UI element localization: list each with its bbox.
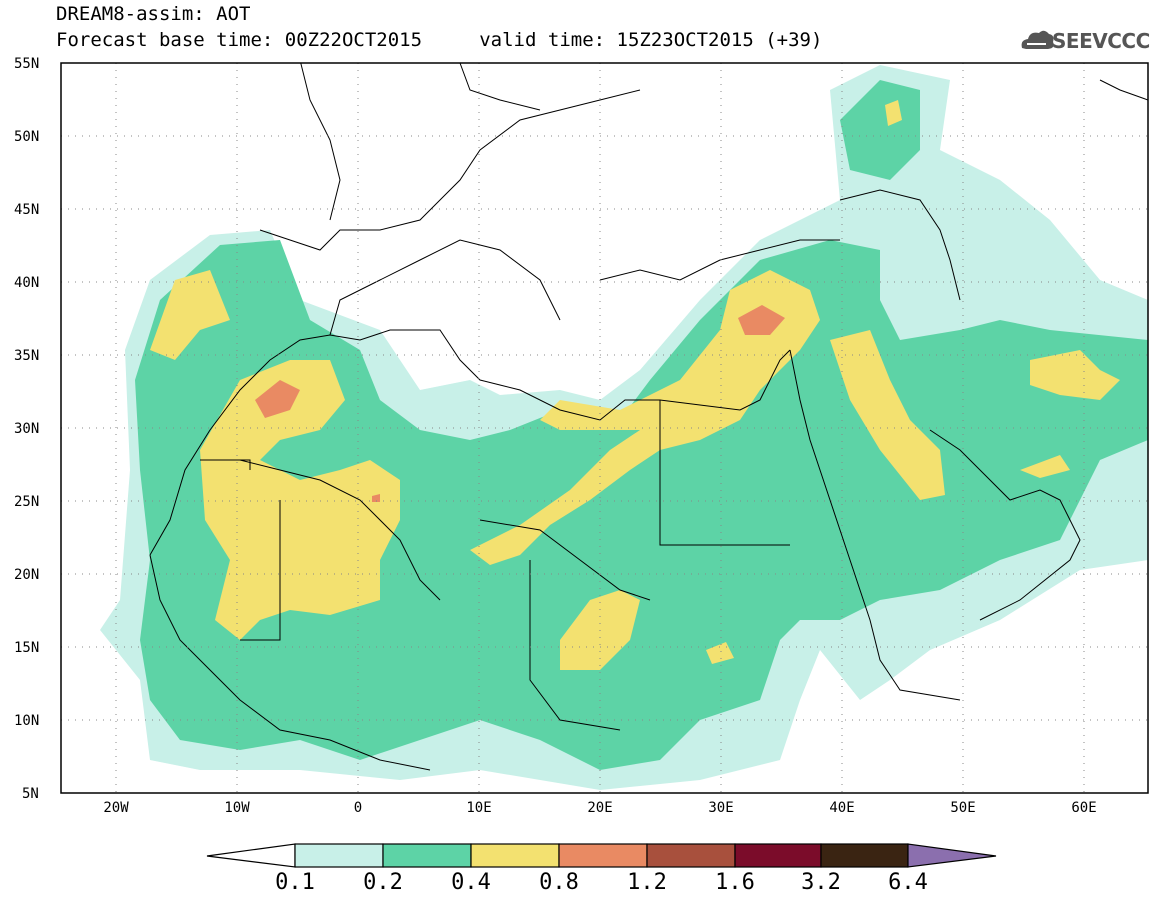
lat-label: 25N [14, 494, 39, 510]
colorbar-segment [382, 843, 472, 868]
coastlines [149, 63, 1148, 771]
lat-label: 5N [22, 786, 39, 802]
lat-label: 10N [14, 713, 39, 729]
lon-label: 30E [708, 800, 733, 816]
colorbar-segment [558, 843, 648, 868]
colorbar-label: 0.2 [363, 870, 403, 895]
plot-title: DREAM8-assim: AOT [56, 3, 251, 25]
colorbar-label: 0.1 [275, 870, 315, 895]
colorbar-segment [294, 843, 384, 868]
colorbar-label: 3.2 [801, 870, 841, 895]
lon-label: 10W [224, 800, 250, 816]
lat-label: 30N [14, 421, 39, 437]
colorbar-segment [907, 843, 997, 868]
colorbar-label: 0.8 [539, 870, 579, 895]
aot-contour-0.2 [135, 240, 1148, 770]
colorbar-label: 0.4 [451, 870, 491, 895]
lon-label: 20E [587, 800, 612, 816]
lon-labels: 20W 10W 0 10E 20E 30E 40E 50E 60E [103, 800, 1096, 816]
colorbar-label: 1.2 [627, 870, 667, 895]
map-border [60, 62, 1149, 794]
colorbar-segment [470, 843, 560, 868]
colorbar-segment [820, 843, 909, 868]
colorbar-segment [206, 843, 296, 868]
aot-contour-0.8 [255, 380, 300, 418]
logo-text: SEEVCCC [1052, 29, 1150, 53]
lat-label: 15N [14, 640, 39, 656]
lat-label: 45N [14, 202, 39, 218]
colorbar [206, 843, 997, 868]
lat-label: 40N [14, 275, 39, 291]
forecast-time-line: Forecast base time: 00Z22OCT2015 valid t… [56, 29, 823, 51]
lon-label: 20W [103, 800, 129, 816]
colorbar-segment [646, 843, 736, 868]
lat-label: 55N [14, 56, 39, 72]
lat-label: 50N [14, 129, 39, 145]
colorbar-label: 1.6 [715, 870, 755, 895]
aot-field [61, 63, 1148, 793]
lon-label: 10E [466, 800, 491, 816]
lon-label: 50E [950, 800, 975, 816]
lon-label: 0 [354, 800, 362, 816]
lat-label: 20N [14, 567, 39, 583]
lon-label: 60E [1071, 800, 1096, 816]
colorbar-label: 6.4 [888, 870, 928, 895]
lat-labels: 55N 50N 45N 40N 35N 30N 25N 20N 15N 10N … [14, 56, 39, 802]
colorbar-segment [734, 843, 822, 868]
lat-label: 35N [14, 348, 39, 364]
lon-label: 40E [829, 800, 854, 816]
graticule [61, 63, 1148, 793]
cloud-logo-icon [1021, 30, 1054, 49]
aot-contour-0.4 [150, 270, 230, 360]
